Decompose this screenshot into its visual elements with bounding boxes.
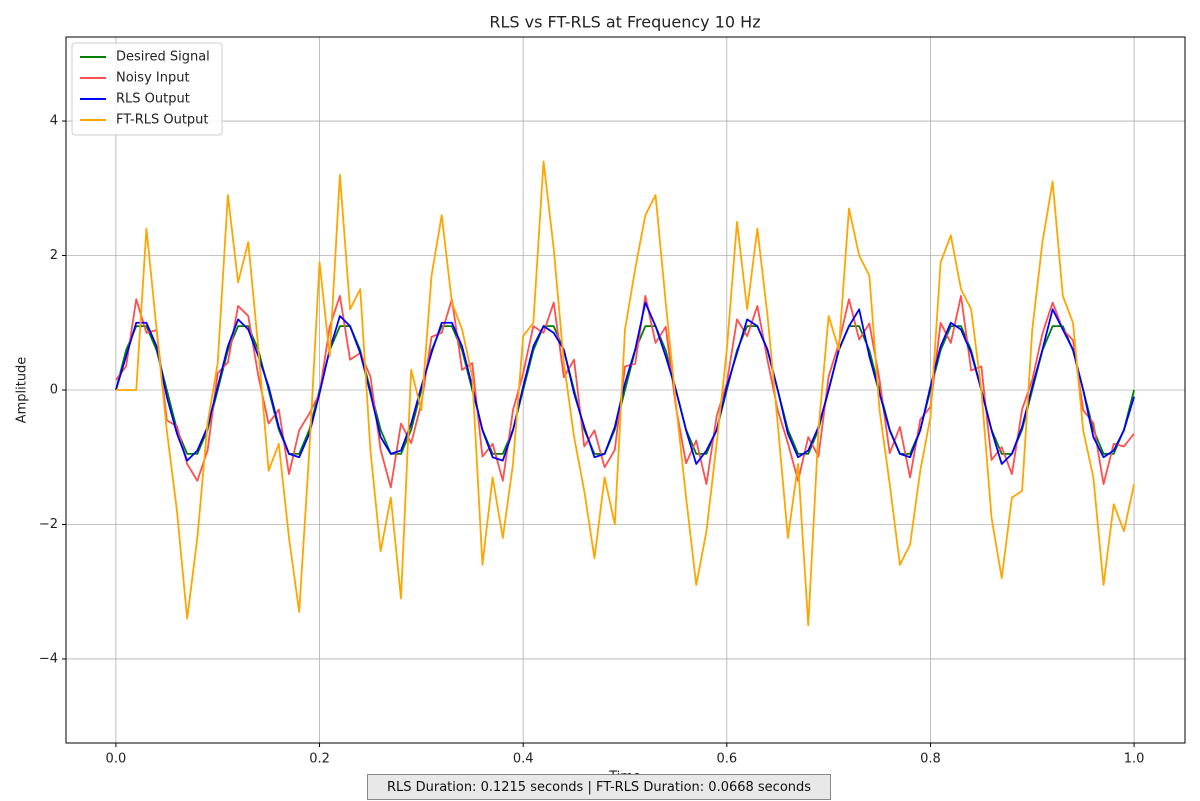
x-tick-label: 0.0 <box>106 752 127 767</box>
series-line <box>115 301 1135 465</box>
legend-label: FT-RLS Output <box>116 113 209 128</box>
x-tick-label: 0.2 <box>309 752 330 767</box>
legend-label: Desired Signal <box>116 50 210 65</box>
legend-label: Noisy Input <box>116 71 190 86</box>
y-tick-label: −2 <box>39 517 58 532</box>
y-tick-label: 0 <box>50 383 58 398</box>
y-tick-label: 4 <box>50 114 58 129</box>
series-line <box>115 160 1135 627</box>
x-tick-label: 1.0 <box>1124 752 1145 767</box>
legend-box <box>71 42 223 136</box>
x-tick-label: 0.4 <box>513 752 534 767</box>
series-line <box>115 294 1135 489</box>
duration-annotation: RLS Duration: 0.1215 seconds | FT-RLS Du… <box>367 774 831 800</box>
plot-frame <box>65 36 1186 744</box>
x-tick-label: 0.8 <box>920 752 941 767</box>
y-axis-label: Amplitude <box>15 357 30 424</box>
legend-label: RLS Output <box>116 92 190 107</box>
chart-title: RLS vs FT-RLS at Frequency 10 Hz <box>489 13 760 32</box>
y-tick-label: 2 <box>50 248 58 263</box>
x-tick-label: 0.6 <box>716 752 737 767</box>
y-tick-label: −4 <box>39 651 58 666</box>
